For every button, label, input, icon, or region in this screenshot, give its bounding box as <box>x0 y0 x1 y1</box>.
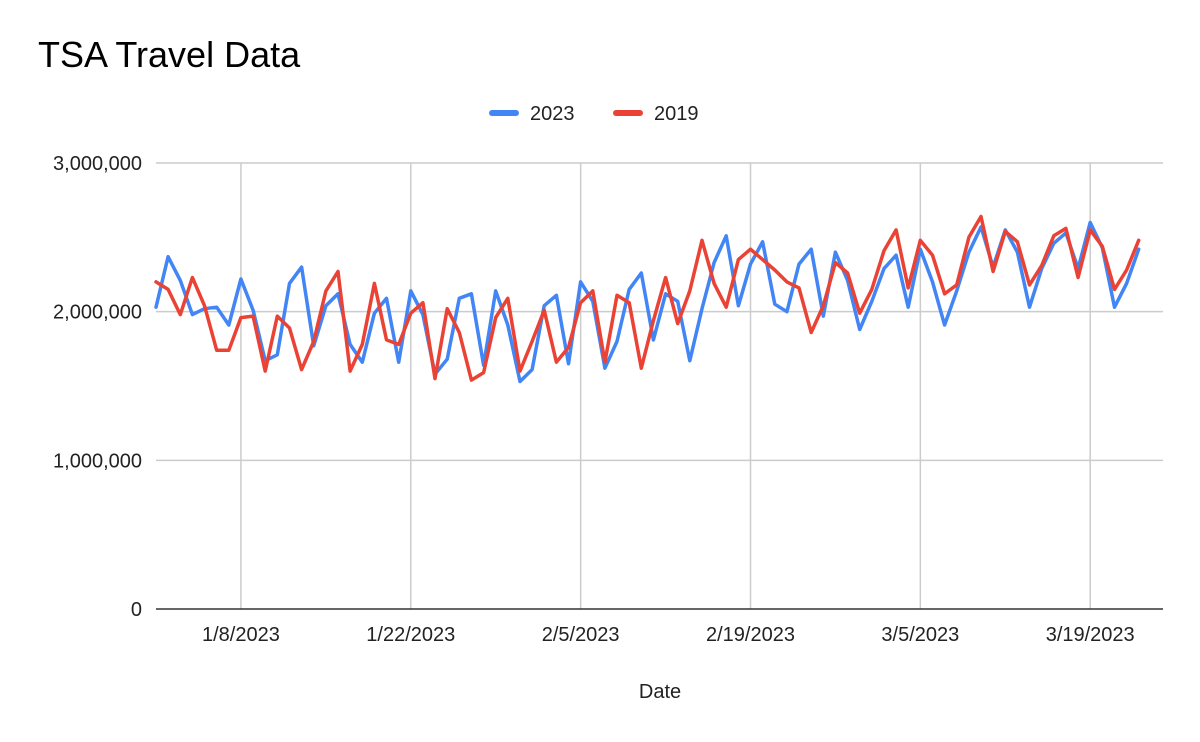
legend: 2023 2019 <box>489 103 699 125</box>
x-axis-title: Date <box>639 681 681 703</box>
series-line-2019 <box>154 214 1141 382</box>
x-tick-label: 1/8/2023 <box>202 624 280 646</box>
x-tick-label: 2/19/2023 <box>706 624 795 646</box>
y-tick-label: 2,000,000 <box>53 302 142 324</box>
legend-label-2019: 2019 <box>654 103 699 125</box>
y-tick-label: 3,000,000 <box>53 153 142 175</box>
legend-label-2023: 2023 <box>530 103 575 125</box>
x-tick-label: 3/19/2023 <box>1046 624 1135 646</box>
y-tick-label: 1,000,000 <box>53 450 142 472</box>
y-tick-label: 0 <box>131 599 142 621</box>
x-tick-label: 3/5/2023 <box>881 624 959 646</box>
series-line-2023 <box>154 220 1141 384</box>
grid-lines <box>156 162 1163 609</box>
axes: 0 1,000,000 2,000,000 3,000,000 1/8/2023 1/22… <box>53 153 1163 646</box>
x-tick-label: 1/22/2023 <box>366 624 455 646</box>
chart-title: TSA Travel Data <box>38 34 301 75</box>
x-tick-label: 2/5/2023 <box>542 624 620 646</box>
series-lines <box>154 214 1141 384</box>
